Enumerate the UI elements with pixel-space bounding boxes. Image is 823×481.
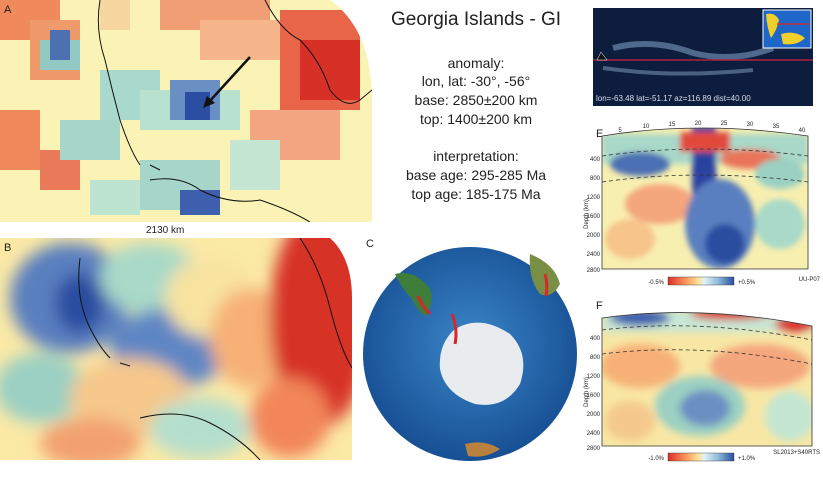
panel-b-map: [0, 208, 370, 468]
section-f: 400 800 1200 1600 2000 2400 2800 Depth (…: [580, 296, 823, 476]
anomaly-heading: anomaly:: [447, 55, 505, 71]
panel-label-f: F: [596, 300, 603, 312]
e-depth-tick: 2400: [587, 252, 601, 258]
f-depth-tick: 1600: [587, 393, 601, 399]
f-cbar-max: +1.0%: [738, 456, 756, 462]
location-map: lon=-63.48 lat=-51.17 az=116.89 dist=40.…: [593, 8, 813, 106]
e-top-tick: 10: [643, 124, 650, 130]
e-cbar-min: -0.5%: [648, 280, 664, 286]
f-depth-tick: 1200: [587, 374, 601, 380]
f-depth-tick: 2000: [587, 412, 601, 418]
f-depth-tick: 800: [590, 355, 601, 361]
e-depth-tick: 2000: [587, 233, 601, 239]
panel-label-e: E: [596, 128, 604, 140]
e-top-tick: 15: [669, 122, 676, 128]
e-top-tick: 25: [721, 121, 728, 127]
e-cbar-max: +0.5%: [738, 280, 756, 286]
panel-a-map: [0, 0, 373, 223]
f-depth-tick: 400: [590, 336, 601, 342]
anomaly-lonlat: lon, lat: -30°, -56°: [421, 73, 531, 89]
interpretation-base-age: base age: 295-285 Ma: [405, 167, 547, 183]
e-top-tick: 20: [695, 121, 702, 127]
f-model-name: SL2013+S40RTS: [773, 450, 820, 456]
f-depth-tick: 2400: [587, 431, 601, 437]
panel-label-c: C: [366, 238, 374, 250]
e-depth-tick: 800: [590, 176, 601, 182]
e-top-tick: 35: [773, 124, 780, 130]
f-depth-tick: 2800: [587, 446, 601, 452]
e-model-name: UU-P07: [799, 277, 821, 283]
section-e: 5 10 15 20 25 30 35 40 400 800 1200 1600…: [580, 114, 823, 300]
anomaly-top: top: 1400±200 km: [420, 111, 532, 127]
panel-label-b: B: [4, 242, 12, 254]
e-depth-label: Depth (km): [584, 199, 590, 229]
f-depth-label: Depth (km): [584, 377, 590, 407]
scale-label: 2130 km: [146, 225, 185, 236]
e-depth-tick: 1600: [587, 214, 601, 220]
e-top-tick: 30: [747, 122, 754, 128]
panel-c-globe: [360, 244, 580, 464]
location-readout: lon=-63.48 lat=-51.17 az=116.89 dist=40.…: [596, 94, 751, 103]
e-depth-tick: 400: [590, 157, 601, 163]
e-colorbar: [667, 276, 735, 286]
interpretation-top-age: top age: 185-175 Ma: [411, 186, 541, 202]
f-colorbar: [667, 452, 735, 462]
page-title: Georgia Islands - GI: [390, 9, 562, 30]
anomaly-base: base: 2850±200 km: [414, 92, 538, 108]
f-cbar-min: -1.0%: [648, 456, 664, 462]
e-top-tick: 40: [799, 128, 806, 134]
interpretation-heading: interpretation:: [433, 148, 519, 164]
panel-label-a: A: [4, 4, 12, 16]
e-depth-tick: 2800: [587, 268, 601, 274]
e-depth-tick: 1200: [587, 195, 601, 201]
e-top-tick: 5: [618, 128, 622, 134]
